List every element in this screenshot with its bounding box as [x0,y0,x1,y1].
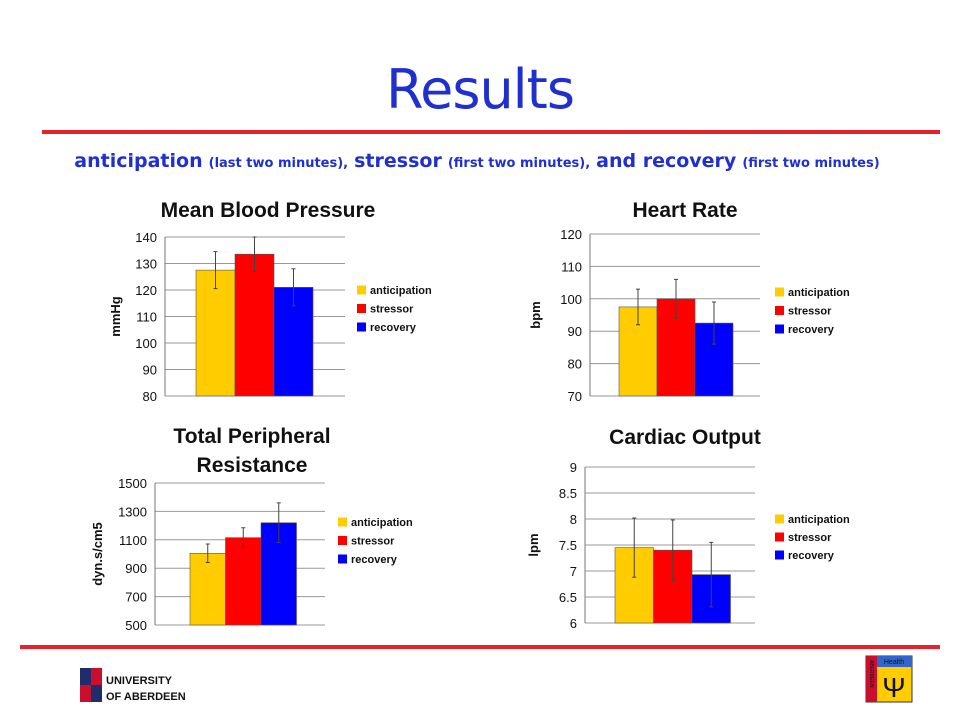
error-bar [712,301,716,345]
y-tick-label: 700 [125,590,147,605]
chart-title: Mean Blood Pressure [160,199,376,222]
legend-label: anticipation [370,285,432,297]
bar [225,537,262,626]
legend-swatch [775,287,784,297]
legend-label: anticipation [351,517,413,529]
error-bar [241,527,246,549]
legend-swatch [338,517,347,527]
legend-swatch [338,554,347,564]
legend-swatch [775,550,784,560]
subtitle: anticipation (last two minutes), stressor (… [0,150,960,172]
y-tick-label: 6 [570,616,577,631]
y-tick-label: 1100 [119,533,147,548]
logo-text: Health [884,659,904,666]
health-logo: Health ABERDEEN Ψ [865,655,913,703]
y-tick-label: 100 [560,292,582,307]
logo-psi: Ψ [882,672,905,703]
chart-title: Total Peripheral Resistance [173,425,331,477]
bar [195,269,236,397]
bar [189,552,226,626]
subtitle-part: stressor [354,150,442,172]
y-tick-label: 7 [570,564,577,579]
error-bar [670,519,675,581]
error-bar [674,278,678,319]
y-tick-label: 120 [560,227,582,242]
legend-label: stressor [788,532,832,544]
y-tick-label: 110 [136,310,157,325]
legend-label: stressor [351,536,395,548]
error-bar [252,236,257,272]
y-tick-label: 90 [568,324,582,339]
y-tick-label: 70 [568,389,582,404]
legend-swatch [775,514,784,524]
y-tick-label: 100 [135,336,157,351]
y-tick-label: 8.5 [559,486,577,501]
y-axis-label: lpm [526,533,541,556]
y-tick-label: 8 [570,512,577,527]
error-bar [291,268,296,307]
y-tick-label: 1500 [118,476,147,491]
error-bar [709,541,714,608]
legend-swatch [338,536,347,545]
legend-label: stressor [788,306,832,318]
y-tick-label: 1300 [118,504,147,519]
legend-label: recovery [351,554,398,566]
y-tick-label: 130 [135,257,157,272]
legend-swatch [775,324,784,334]
logo-text: UNIVERSITY [106,675,173,687]
y-tick-label: 80 [568,357,582,372]
y-tick-label: 80 [143,389,157,404]
bar [234,253,275,397]
legend-swatch [357,285,366,295]
legend-label: stressor [370,304,414,316]
error-bar [276,502,281,544]
y-tick-label: 140 [135,230,157,245]
slide-title: Results [386,58,575,121]
error-bar [205,543,210,564]
university-logo: UNIVERSITY OF ABERDEEN [80,668,186,703]
legend-swatch [357,304,366,313]
legend-swatch [775,532,784,542]
legend-label: anticipation [788,287,850,299]
error-bar [636,288,640,326]
y-tick-label: 90 [143,363,157,378]
crest [80,668,91,685]
legend-swatch [775,306,784,315]
legend-label: anticipation [788,514,850,526]
logo-strip [866,656,877,702]
legend-label: recovery [788,550,835,562]
subtitle-part: (first two minutes), [447,156,591,171]
legend-label: recovery [370,322,417,334]
logo-strip [877,656,912,667]
chart-title: Heart Rate [632,199,738,222]
crest [91,685,102,702]
chart-title: Cardiac Output [609,426,761,449]
y-axis-label: mmHg [108,296,123,337]
logo-text: ABERDEEN [868,660,874,688]
y-axis-label: dyn.s/cm5 [90,522,105,586]
y-tick-label: 500 [125,618,147,633]
subtitle-part: (first two minutes) [742,156,880,171]
error-bar [632,517,637,578]
subtitle-part: and recovery [596,150,737,172]
y-tick-label: 6.5 [559,590,577,605]
y-tick-label: 120 [135,283,157,298]
error-bar [213,251,218,290]
legend-swatch [357,322,366,332]
y-tick-label: 110 [561,259,582,274]
y-tick-label: 7.5 [559,538,577,553]
y-tick-label: 9 [570,460,577,475]
legend-label: recovery [788,324,835,336]
subtitle-part: (last two minutes), [208,156,349,171]
logo-text: OF ABERDEEN [106,691,186,703]
y-axis-label: bpm [528,301,543,328]
y-tick-label: 900 [125,561,147,576]
subtitle-part: anticipation [74,150,203,172]
